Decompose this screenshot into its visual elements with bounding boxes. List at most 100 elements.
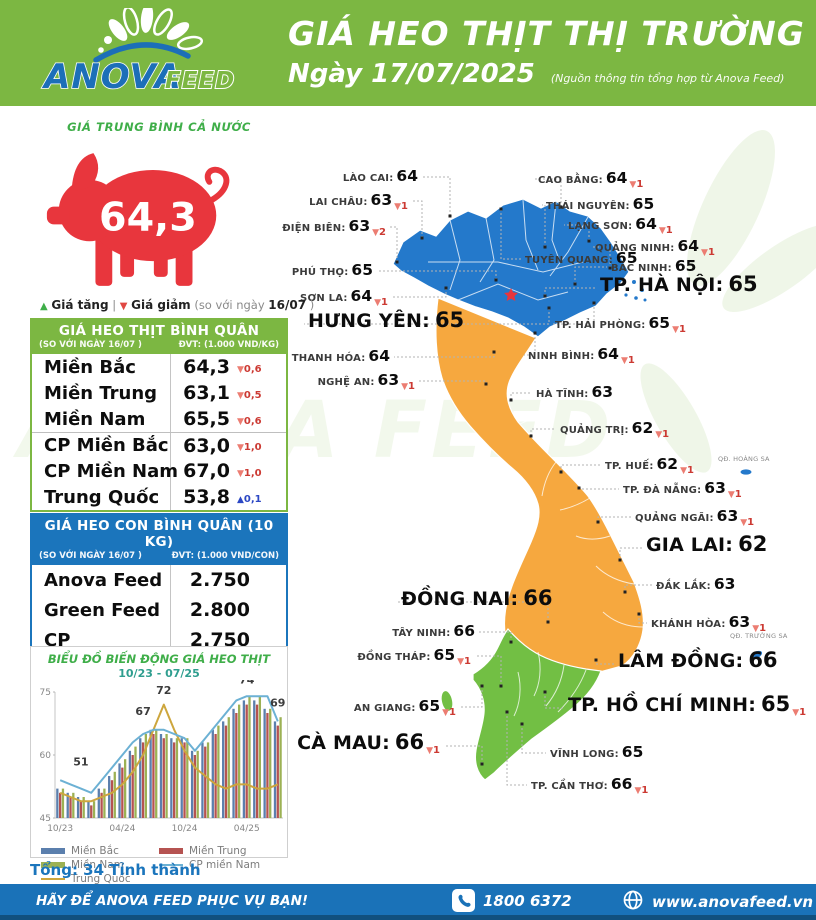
province-name: TP. HẢI PHÒNG: — [555, 320, 646, 331]
bar-Miền Bắc — [253, 700, 256, 818]
province-dot — [547, 306, 551, 310]
legend-label: Trung Quốc — [71, 873, 131, 885]
province-price: 64 — [635, 215, 657, 233]
province-price: 65 — [632, 195, 655, 213]
province-name: TP. CẦN THƠ: — [531, 781, 608, 792]
bar-Miền Bắc — [232, 708, 235, 818]
bar-Miền Bắc — [118, 763, 121, 818]
province-price-change-down: ▼1 — [672, 324, 686, 335]
province-price: 62 — [738, 532, 768, 556]
bar-Miền Nam — [103, 788, 106, 818]
province-price: 63 — [728, 613, 751, 631]
bar-Miền Trung — [141, 742, 145, 818]
province-price: 64 — [677, 237, 700, 255]
province-borders — [428, 199, 644, 717]
province-dot — [420, 236, 424, 240]
compare-note-suffix: ) — [309, 298, 315, 312]
province-name: HƯNG YÊN: — [308, 310, 430, 332]
province-price-change-down: ▼1 — [792, 707, 807, 718]
source-note: (Nguồn thông tin tổng hợp từ Anova Feed) — [550, 72, 785, 85]
bar-Miền Bắc — [97, 788, 100, 818]
province-price: 63 — [716, 507, 739, 525]
table-row: Green Feed 2.800 — [32, 595, 286, 625]
province-price-change-down: ▼1 — [701, 247, 715, 258]
province-price: 64 — [605, 169, 628, 187]
province-price: 63 — [348, 217, 371, 235]
bar-Miền Bắc — [66, 792, 69, 818]
y-tick-label: 45 — [40, 814, 51, 824]
table-row: CP Miền Nam 67,0 ▼1,0 — [32, 458, 286, 484]
leader-line — [534, 178, 562, 207]
table-subtitle-left: (SO VỚI NGÀY 16/07 ) — [39, 551, 142, 561]
province-dot — [618, 558, 622, 562]
pig-ear — [71, 153, 99, 191]
footer-website-group: www.anovafeed.vn — [622, 889, 813, 915]
pig-head — [58, 179, 121, 242]
province-price: 65 — [648, 314, 671, 332]
change-legend: ▲ Giá tăng | ▼ Giá giảm (so với ngày 16/… — [40, 298, 314, 312]
bar-Miền Nam — [92, 801, 96, 818]
province-name: TP. HÀ NỘI: — [600, 274, 724, 296]
leader-line — [619, 547, 642, 560]
province-name: KHÁNH HÒA: — [651, 619, 726, 630]
bar-Miền Trung — [59, 792, 62, 818]
table-row: Miền Trung 63,1 ▼0,5 — [32, 380, 286, 406]
province-price: 64 — [368, 347, 390, 365]
province-price: 64 — [396, 167, 418, 185]
row-value: 67,0 — [183, 460, 230, 482]
bar-Miền Nam — [279, 717, 282, 818]
province-price-change-down: ▼1 — [401, 381, 415, 392]
province-price: 65 — [761, 692, 791, 716]
province-label: NINH BÌNH: 64 ▼1 — [528, 346, 635, 365]
row-value: 53,8 — [183, 486, 230, 508]
row-value: 63,1 — [183, 382, 230, 404]
province-label: ĐỒNG THÁP: 65 ▼1 — [357, 646, 471, 667]
province-price: 66 — [748, 648, 778, 672]
province-label: AN GIANG: 65 ▼1 — [354, 698, 456, 717]
leader-line — [304, 308, 550, 325]
row-value: 2.750 — [189, 569, 250, 591]
province-price: 65 — [621, 743, 644, 761]
bar-Miền Trung — [152, 734, 155, 818]
province-label: TUYÊN QUANG: 65 — [525, 250, 637, 267]
table-row: Miền Bắc 64,3 ▼0,6 — [32, 354, 286, 380]
up-label: Giá tăng — [51, 298, 109, 312]
data-label: 69 — [270, 697, 285, 710]
table-title: GIÁ HEO CON BÌNH QUÂN (10 KG) — [44, 518, 274, 550]
piglet-price-table: GIÁ HEO CON BÌNH QUÂN (10 KG) (SO VỚI NG… — [30, 513, 288, 657]
footer: HÃY ĐỂ ANOVA FEED PHỤC VỤ BẠN! 1800 6372… — [0, 884, 816, 920]
province-label: LÀO CAI: 64 — [343, 168, 418, 185]
province-price-change-down: ▼1 — [457, 656, 471, 667]
x-tick-label: 04/24 — [109, 824, 135, 834]
province-name: GIA LAI: — [646, 534, 734, 556]
province-label: ĐIỆN BIÊN: 63 ▼2 — [282, 217, 386, 237]
province-price: 65 — [434, 308, 465, 332]
leader-line — [542, 204, 546, 247]
row-change-up: ▲0,1 — [237, 493, 262, 505]
bar-Miền Nam — [248, 696, 251, 818]
row-label: CP Miền Bắc — [44, 435, 169, 456]
row-change-down: ▼0,6 — [237, 415, 262, 427]
province-name: NINH BÌNH: — [528, 351, 595, 362]
bar-Miền Bắc — [222, 721, 225, 818]
table-title: GIÁ HEO THỊT BÌNH QUÂN — [58, 323, 260, 339]
row-value: 63,0 — [183, 434, 230, 457]
down-arrow-icon: ▼ — [119, 301, 128, 312]
bar-Miền Bắc — [273, 721, 277, 818]
bar-Miền Bắc — [76, 797, 80, 818]
bar-Miền Nam — [61, 788, 65, 818]
province-label: LÂM ĐỒNG: 66 — [618, 650, 778, 671]
bar-Miền Nam — [144, 734, 148, 818]
leader-line — [390, 226, 398, 262]
y-tick-label: 75 — [40, 688, 51, 698]
province-label: QUẢNG TRỊ: 62 ▼1 — [560, 420, 669, 439]
province-name: LẠNG SƠN: — [568, 221, 633, 232]
province-dot — [499, 207, 503, 211]
province-dot — [444, 286, 448, 290]
province-price: 65 — [433, 646, 456, 664]
bar-Miền Nam — [82, 797, 85, 818]
province-name: VĨNH LONG: — [550, 749, 619, 760]
bar-Miền Trung — [193, 755, 197, 818]
logo-text-primary: ANOVA — [41, 57, 182, 97]
province-dot — [559, 205, 563, 209]
